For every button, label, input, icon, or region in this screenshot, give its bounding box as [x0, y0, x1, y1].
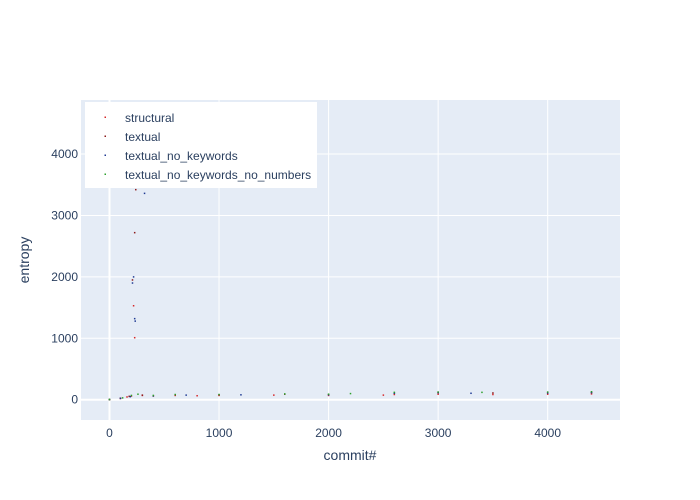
legend-label-textual-no-keywords-no-numbers: textual_no_keywords_no_numbers	[125, 168, 311, 182]
data-point	[218, 393, 220, 396]
y-tick-label: 1000	[51, 331, 78, 345]
legend-item-textual[interactable]: textual	[104, 130, 161, 144]
y-tick-label: 2000	[51, 270, 78, 284]
legend-marker-textual-no-keywords	[104, 154, 106, 156]
data-point	[437, 391, 439, 393]
data-point	[546, 393, 549, 395]
data-point	[393, 391, 396, 394]
legend-label-textual-no-keywords: textual_no_keywords	[125, 149, 238, 163]
x-axis-ticks: 0 1000 2000 3000 4000	[106, 426, 561, 440]
data-point	[437, 393, 439, 395]
y-tick-label: 3000	[51, 208, 78, 222]
legend-marker-textual-no-keywords-no-numbers	[104, 173, 106, 175]
x-tick-label: 0	[106, 426, 113, 440]
y-axis-ticks: 0 1000 2000 3000 4000	[51, 147, 78, 407]
y-axis-title: entropy	[16, 237, 32, 284]
data-point	[546, 391, 549, 393]
data-point	[240, 394, 242, 396]
data-point	[134, 320, 136, 322]
data-point	[174, 393, 176, 396]
data-point	[131, 279, 134, 281]
legend-label-structural: structural	[125, 111, 174, 125]
data-point	[128, 395, 130, 398]
data-point	[131, 282, 134, 284]
data-point	[119, 397, 122, 400]
legend-label-textual: textual	[125, 130, 160, 144]
legend-item-textual-no-keywords[interactable]: textual_no_keywords	[104, 149, 238, 163]
legend-marker-textual	[104, 135, 106, 137]
data-point	[284, 393, 286, 395]
data-point	[196, 394, 198, 397]
data-point	[133, 336, 136, 339]
data-point	[185, 394, 187, 396]
data-point	[121, 397, 124, 399]
data-point	[133, 231, 136, 234]
data-point	[382, 394, 385, 396]
data-point	[141, 394, 144, 396]
legend[interactable]: structural textual textual_no_keywords t…	[85, 102, 317, 188]
data-point	[130, 394, 133, 397]
data-point	[132, 305, 135, 307]
legend-item-structural[interactable]: structural	[104, 111, 175, 125]
data-point	[393, 392, 396, 395]
data-point	[590, 390, 593, 393]
data-points	[108, 188, 593, 401]
series-4	[108, 390, 593, 401]
x-tick-label: 4000	[534, 426, 561, 440]
data-point	[481, 391, 483, 394]
data-point	[470, 392, 472, 395]
data-point	[126, 396, 128, 398]
x-tick-label: 1000	[206, 426, 233, 440]
data-point	[143, 192, 146, 195]
x-axis-title: commit#	[324, 447, 377, 463]
data-point	[152, 394, 155, 397]
data-point	[108, 398, 111, 401]
data-point	[492, 393, 494, 396]
legend-box	[85, 102, 317, 188]
legend-marker-structural	[104, 116, 106, 118]
data-point	[590, 393, 593, 395]
data-point	[393, 393, 396, 396]
x-tick-label: 2000	[315, 426, 342, 440]
data-point	[590, 391, 593, 394]
data-point	[273, 394, 275, 396]
data-point	[133, 317, 136, 320]
data-point	[129, 395, 132, 398]
data-point	[135, 188, 137, 191]
data-point	[137, 393, 139, 395]
data-point	[132, 276, 135, 278]
data-point	[327, 393, 330, 395]
y-tick-label: 4000	[51, 147, 78, 161]
x-tick-label: 3000	[425, 426, 452, 440]
data-point	[492, 392, 494, 394]
legend-item-textual-no-keywords-no-numbers[interactable]: textual_no_keywords_no_numbers	[104, 168, 312, 182]
data-point	[349, 392, 352, 395]
data-point	[546, 392, 549, 394]
y-tick-label: 0	[71, 393, 78, 407]
